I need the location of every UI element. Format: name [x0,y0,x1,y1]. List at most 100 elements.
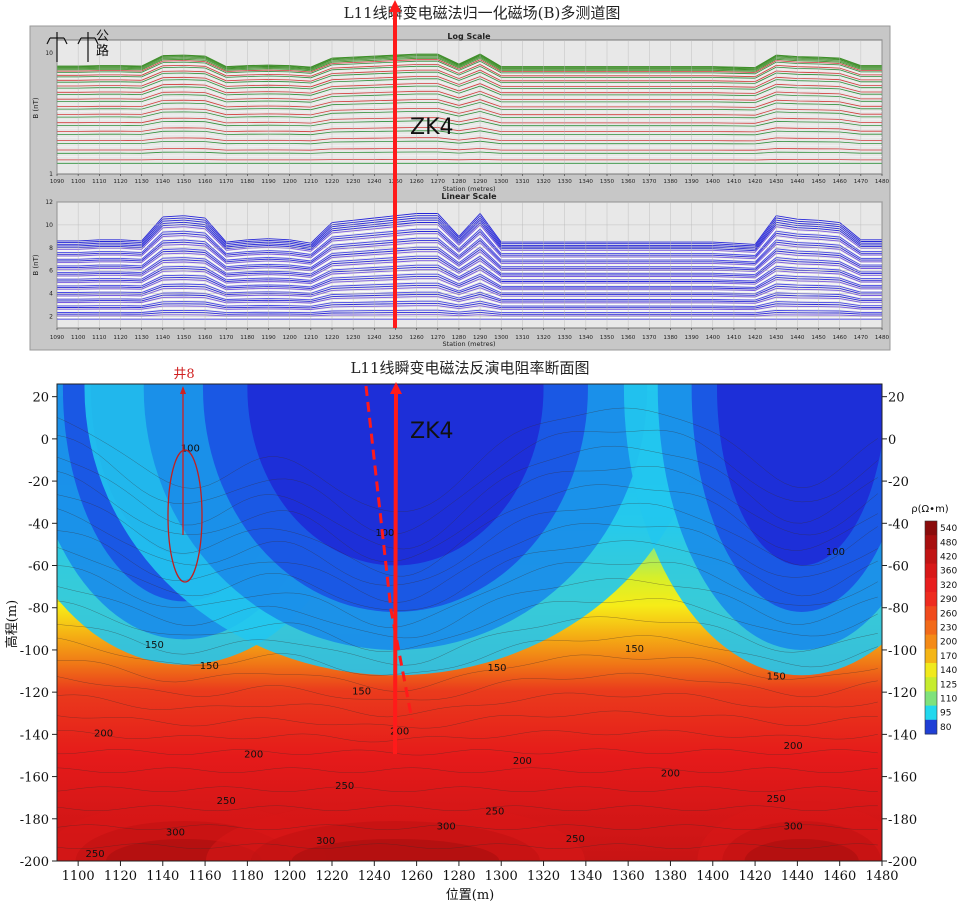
contour-label: 150 [145,640,164,651]
x-tick-label: 1390 [684,179,699,185]
colorbar-title: ρ(Ω•m) [911,504,949,515]
x-tick-label: 1210 [304,335,319,341]
x-tick-label: 1440 [781,869,814,884]
y-tick-label: -120 [20,686,49,701]
channel-line [57,235,882,261]
x-tick-label: 1260 [409,335,424,341]
channel-line [57,314,882,317]
y-tick-label: 10 [45,222,53,229]
power-pole-icon [46,32,68,62]
log-channel-lines [57,53,882,164]
channel-line [57,293,882,303]
colorbar-swatch [925,719,937,735]
contour-line [57,466,878,563]
log-scale-chart: Log Scale B (nT) 10 1 1090 1100 1110 1120 113… [32,32,890,193]
colorbar-swatch [925,535,937,550]
channel-line [57,273,882,288]
colorbar-tick-label: 200 [940,638,957,648]
colorbar-tick-label: 290 [940,595,957,605]
y-tick-label: 4 [49,291,53,298]
channel-line [57,237,882,263]
channel-line [57,127,882,133]
contour-line [57,578,878,639]
channel-line [57,311,882,315]
channel-line [57,67,882,81]
channel-line [57,123,882,130]
x-tick-label: 1260 [409,179,424,185]
channel-line [57,228,882,256]
section-y-ticks-right: 20 0 -20 -40 -60 -80 -100 -120 -140 -160 -180 -200 [882,391,917,870]
fault-dashed-line [364,385,414,721]
x-tick-label: 1180 [240,179,255,185]
x-tick-label: 1090 [50,335,65,341]
colorbar-tick-label: 230 [940,624,957,634]
section-y-axis-label: 高程(m) [4,600,20,648]
x-tick-label: 1350 [600,179,615,185]
x-tick-label: 1380 [663,335,678,341]
colorbar-swatch [925,606,937,621]
x-tick-label: 1460 [823,869,856,884]
high-resistivity-zone [291,839,500,861]
channel-line [57,307,882,312]
x-tick-label: 1410 [727,335,742,341]
x-tick-label: 1230 [346,179,361,185]
y-tick-label: 20 [32,391,49,406]
x-tick-label: 1240 [358,869,391,884]
x-tick-label: 1210 [304,179,319,185]
contour-line [57,523,878,603]
channel-line [57,69,882,83]
high-resistivity-zones [57,801,882,861]
contour-label: 200 [390,726,409,737]
x-tick-label: 1120 [113,335,128,341]
channel-line [57,284,882,296]
zk4-borehole-marker: ZK4 ZK4 [389,0,454,755]
channel-line [57,90,882,101]
high-resistivity-zone [744,839,859,861]
channel-line [57,55,882,70]
contour-line [57,654,878,692]
channel-line [57,155,882,158]
x-tick-label: 1430 [769,179,784,185]
x-tick-label: 1160 [198,335,213,341]
x-tick-label: 1400 [696,869,729,884]
well-8-arrow-icon [180,386,186,394]
channel-line [57,280,882,293]
x-tick-label: 1360 [621,335,636,341]
y-tick-label-right: -160 [888,771,917,786]
channel-line [57,300,882,307]
x-tick-label: 1470 [854,335,869,341]
y-tick-label-right: -200 [888,855,917,870]
channel-line [57,275,882,290]
colorbar-tick-label: 320 [940,581,957,591]
x-tick-label: 1480 [875,179,890,185]
channel-line [57,101,882,111]
zk4-label-bottom: ZK4 [410,419,454,444]
x-tick-label: 1170 [219,179,234,185]
y-tick-label: 12 [45,199,53,206]
x-tick-label: 1130 [134,335,149,341]
channel-line [57,110,882,119]
x-tick-label: 1350 [600,335,615,341]
x-tick-label: 1380 [663,179,678,185]
section-x-ticks: 1100 1120 1140 1160 1180 1200 1220 1240 1260 1280… [62,861,899,884]
channel-line [57,85,882,97]
well-8-label: 井8 [173,367,194,382]
x-tick-label: 1140 [156,179,171,185]
contour-line [57,561,878,628]
x-tick-label: 1220 [325,179,340,185]
channel-line [57,83,882,94]
x-tick-label: 1420 [748,335,763,341]
contour-line [57,786,878,793]
channel-line [57,120,882,127]
channel-line [57,271,882,287]
y-tick-label: -200 [20,855,49,870]
well-8-ellipse [167,449,203,583]
channel-line [57,117,882,124]
channel-line [57,56,882,71]
channel-line [57,107,882,116]
contour-label: 200 [784,741,803,752]
linear-y-axis-label: B (nT) [32,254,40,275]
contour-label: 100 [375,528,394,539]
channel-line [57,244,882,268]
x-tick-label: 1270 [431,179,446,185]
